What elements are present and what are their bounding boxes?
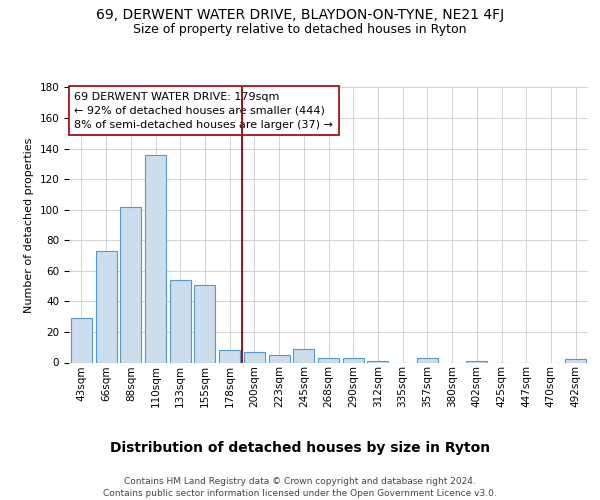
- Bar: [318, 358, 339, 362]
- Bar: [293, 349, 314, 362]
- Bar: [466, 361, 487, 362]
- Bar: [244, 352, 265, 362]
- Bar: [120, 206, 141, 362]
- Bar: [170, 280, 191, 362]
- Bar: [367, 361, 388, 362]
- Text: 69 DERWENT WATER DRIVE: 179sqm
← 92% of detached houses are smaller (444)
8% of : 69 DERWENT WATER DRIVE: 179sqm ← 92% of …: [74, 92, 333, 130]
- Text: Size of property relative to detached houses in Ryton: Size of property relative to detached ho…: [133, 22, 467, 36]
- Bar: [269, 355, 290, 362]
- Bar: [95, 251, 116, 362]
- Bar: [194, 284, 215, 362]
- Text: Distribution of detached houses by size in Ryton: Distribution of detached houses by size …: [110, 441, 490, 455]
- Text: Contains HM Land Registry data © Crown copyright and database right 2024.
Contai: Contains HM Land Registry data © Crown c…: [103, 476, 497, 498]
- Bar: [343, 358, 364, 362]
- Y-axis label: Number of detached properties: Number of detached properties: [24, 138, 34, 312]
- Bar: [417, 358, 438, 362]
- Text: 69, DERWENT WATER DRIVE, BLAYDON-ON-TYNE, NE21 4FJ: 69, DERWENT WATER DRIVE, BLAYDON-ON-TYNE…: [96, 8, 504, 22]
- Bar: [565, 360, 586, 362]
- Bar: [71, 318, 92, 362]
- Bar: [145, 154, 166, 362]
- Bar: [219, 350, 240, 362]
